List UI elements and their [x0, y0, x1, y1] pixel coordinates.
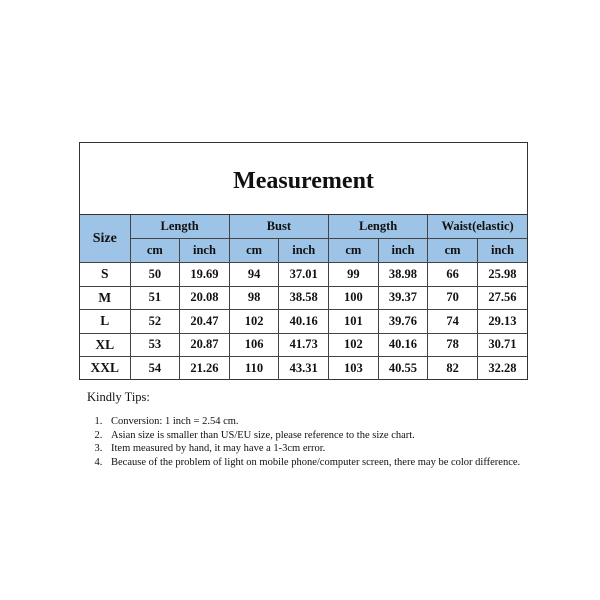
value-cell: 82	[427, 356, 478, 380]
group-header: Length	[129, 215, 230, 239]
unit-header: inch	[476, 238, 527, 263]
value-cell: 74	[427, 309, 478, 334]
value-cell: 66	[427, 262, 478, 287]
value-cell: 103	[328, 356, 379, 380]
value-cell: 38.58	[278, 285, 329, 310]
value-cell: 38.98	[377, 262, 429, 287]
value-cell: 40.16	[377, 332, 429, 357]
value-cell: 70	[427, 285, 478, 310]
unit-header: inch	[179, 238, 230, 263]
value-cell: 27.56	[476, 285, 527, 310]
value-cell: 52	[129, 309, 181, 334]
size-table: Size Length Bust Length Waist(elastic) c…	[80, 215, 527, 380]
tips-title: Kindly Tips:	[87, 390, 150, 404]
value-cell: 102	[328, 332, 379, 357]
size-cell: XXL	[80, 356, 131, 380]
size-header: Size	[80, 215, 131, 263]
value-cell: 100	[328, 285, 379, 310]
tip-item: Conversion: 1 inch = 2.54 cm.	[105, 415, 527, 429]
value-cell: 39.37	[377, 285, 429, 310]
value-cell: 25.98	[476, 262, 527, 287]
value-cell: 40.55	[377, 356, 429, 380]
value-cell: 54	[129, 356, 181, 380]
value-cell: 99	[328, 262, 379, 287]
value-cell: 98	[228, 285, 280, 310]
tip-item: Because of the problem of light on mobil…	[105, 456, 527, 470]
unit-header: inch	[377, 238, 429, 263]
value-cell: 39.76	[377, 309, 429, 334]
unit-header: cm	[328, 238, 379, 263]
table-row: L 52 20.47 102 40.16 101 39.76 74 29.13	[80, 309, 527, 334]
value-cell: 30.71	[476, 332, 527, 357]
table-row: M 51 20.08 98 38.58 100 39.37 70 27.56	[80, 285, 527, 310]
group-header: Waist(elastic)	[427, 215, 527, 239]
table-row: S 50 19.69 94 37.01 99 38.98 66 25.98	[80, 262, 527, 287]
value-cell: 94	[228, 262, 280, 287]
value-cell: 40.16	[278, 309, 329, 334]
unit-header: inch	[278, 238, 329, 263]
value-cell: 21.26	[179, 356, 230, 380]
value-cell: 50	[129, 262, 181, 287]
value-cell: 43.31	[278, 356, 329, 380]
chart-title: Measurement	[80, 143, 527, 215]
size-cell: M	[80, 285, 131, 310]
value-cell: 41.73	[278, 332, 329, 357]
group-header: Bust	[228, 215, 330, 239]
value-cell: 51	[129, 285, 181, 310]
table-row: XL 53 20.87 106 41.73 102 40.16 78 30.71	[80, 332, 527, 357]
size-cell: XL	[80, 332, 131, 357]
value-cell: 20.87	[179, 332, 230, 357]
size-chart: Measurement Size Length Bust Length Wais…	[79, 142, 528, 380]
value-cell: 78	[427, 332, 478, 357]
value-cell: 106	[228, 332, 280, 357]
value-cell: 32.28	[476, 356, 527, 380]
unit-header-row: cm inch cm inch cm inch cm inch	[80, 238, 527, 263]
tip-item: Item measured by hand, it may have a 1-3…	[105, 442, 527, 456]
tips-list: Conversion: 1 inch = 2.54 cm. Asian size…	[87, 415, 527, 469]
size-cell: L	[80, 309, 131, 334]
value-cell: 20.47	[179, 309, 230, 334]
unit-header: cm	[130, 238, 181, 263]
value-cell: 53	[129, 332, 181, 357]
group-header: Length	[327, 215, 429, 239]
unit-header: cm	[228, 238, 280, 263]
value-cell: 110	[228, 356, 280, 380]
value-cell: 102	[228, 309, 280, 334]
value-cell: 101	[328, 309, 379, 334]
value-cell: 19.69	[179, 262, 230, 287]
tips-section: Kindly Tips: Conversion: 1 inch = 2.54 c…	[87, 390, 527, 469]
value-cell: 29.13	[476, 309, 527, 334]
value-cell: 37.01	[278, 262, 329, 287]
group-header-row: Size Length Bust Length Waist(elastic)	[80, 215, 527, 263]
tip-item: Asian size is smaller than US/EU size, p…	[105, 429, 527, 443]
value-cell: 20.08	[179, 285, 230, 310]
size-cell: S	[80, 262, 131, 287]
unit-header: cm	[427, 238, 478, 263]
table-row: XXL 54 21.26 110 43.31 103 40.55 82 32.28	[80, 356, 527, 380]
